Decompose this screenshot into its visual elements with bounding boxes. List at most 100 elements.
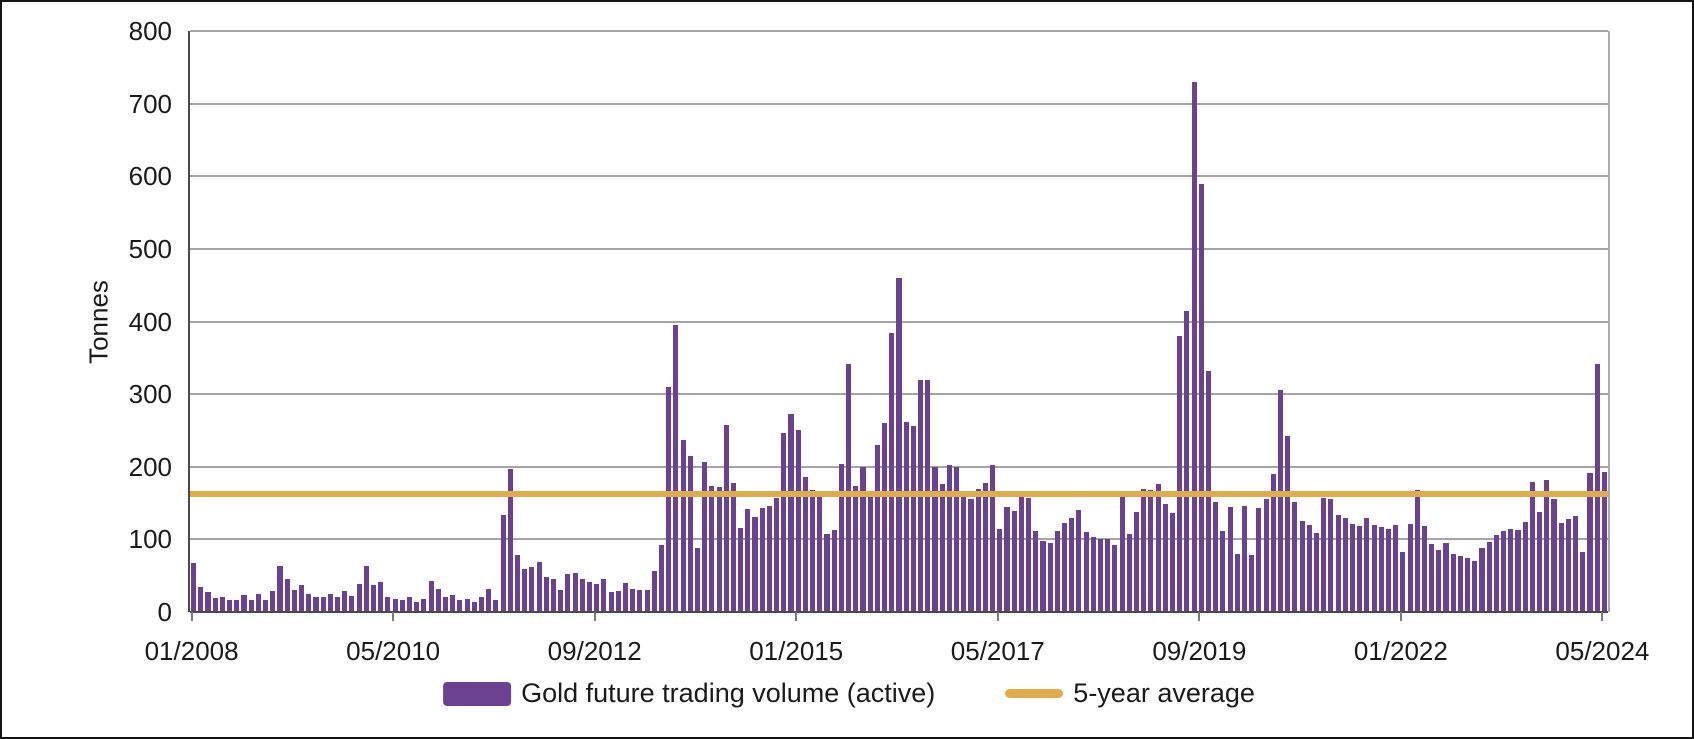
bar [464,598,470,612]
bar [766,505,772,612]
bar [615,590,621,612]
bar [1033,530,1039,612]
bar [1162,503,1168,612]
bar [399,600,405,612]
bar [299,585,305,612]
x-tick-mark [1399,612,1402,621]
bar [1515,529,1521,612]
bar [522,569,528,612]
bar [1501,531,1507,612]
x-tick-mark [996,612,999,621]
bar [644,590,650,612]
gridline-500 [190,247,1608,250]
bar [291,589,297,612]
bar [1141,488,1147,612]
bar [860,466,866,612]
bar [709,485,715,612]
bar [1393,524,1399,612]
bar [500,515,506,612]
bar [1407,524,1413,612]
bar [745,508,751,612]
bar [191,562,197,612]
x-axis-line [190,611,1608,613]
bar [608,592,614,612]
x-tick-label-09/2012: 09/2012 [547,636,642,666]
bar [205,591,211,612]
bar [558,589,564,612]
bar [651,570,657,612]
bar [1465,558,1471,612]
bar [730,482,736,612]
bar [212,598,218,612]
bar [723,424,729,612]
bar [1450,553,1456,612]
bar [1573,516,1579,612]
bar [529,566,535,612]
bar [363,565,369,612]
bar [306,593,312,612]
bar [867,497,873,612]
bar-series-swatch [443,681,512,706]
bar [1321,497,1327,612]
bar [392,598,398,612]
bar [1421,526,1427,612]
x-tick-mark [593,612,596,621]
bar [687,455,693,612]
bar [1040,540,1046,612]
bar [1169,512,1176,612]
bar [1436,550,1442,612]
bar [478,596,485,612]
y-tick-label-400: 400 [128,306,172,337]
x-tick-mark [795,612,798,621]
bar [1537,511,1543,612]
bar [421,598,427,612]
bar [1097,539,1104,612]
bar [486,588,492,612]
bar [493,600,499,612]
bar [1004,506,1010,612]
bar [1587,473,1593,612]
bar [579,578,585,612]
bar [255,593,261,612]
x-tick-label-05/2017: 05/2017 [950,636,1045,666]
x-tick-label-05/2010: 05/2010 [346,636,441,666]
bar [270,590,276,612]
bar [658,545,664,612]
legend-label-average: 5-year average [1073,678,1255,708]
average-line-swatch [1005,689,1064,698]
bar [1328,498,1334,612]
bar [1069,518,1075,612]
average-line [190,490,1608,497]
y-tick-label-800: 800 [128,16,172,46]
bar [1220,531,1226,612]
bar [975,488,981,612]
bar [831,529,837,612]
bar [1184,310,1190,612]
bar [1227,507,1233,612]
bar [335,597,341,612]
bar [997,529,1003,612]
bar [982,482,988,612]
bar [1054,530,1060,612]
y-tick-label-300: 300 [128,379,172,410]
bar [1047,543,1053,612]
bar [1256,508,1262,612]
x-tick-label-05/2024: 05/2024 [1555,636,1650,666]
bar [586,581,593,612]
bar [781,432,787,612]
bar [349,596,355,612]
bar [1493,535,1499,612]
bar [1105,538,1111,612]
bar [666,386,672,612]
bar [227,599,233,612]
bar [1601,471,1607,612]
bar [939,484,945,612]
bar [414,601,420,612]
bar [1594,364,1600,612]
x-tick-label-01/2008: 01/2008 [144,636,239,666]
bar [1177,336,1183,612]
bar [1011,511,1017,612]
bar [1580,551,1586,612]
bar [1443,543,1449,612]
